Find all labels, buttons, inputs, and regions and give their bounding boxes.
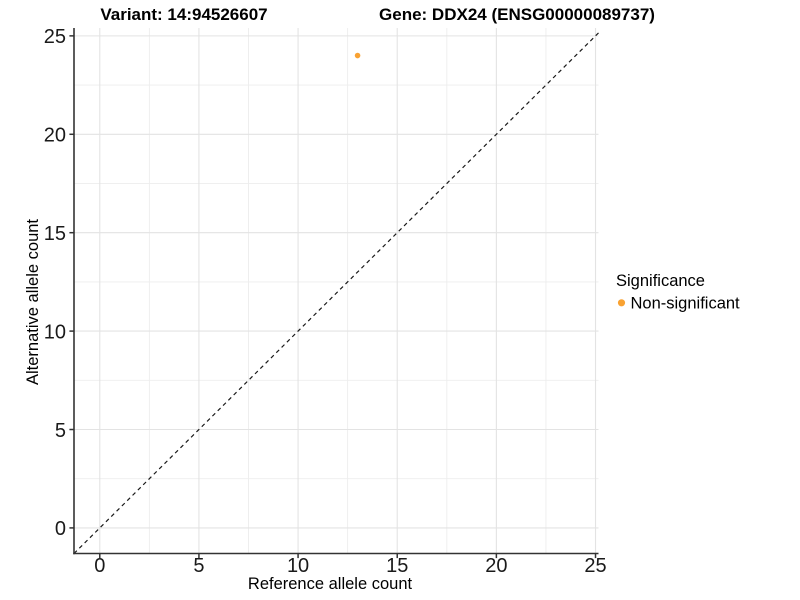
legend-key-dot <box>617 299 626 307</box>
y-axis-title: Alternative allele count <box>24 219 42 385</box>
svg-text:5: 5 <box>55 420 66 442</box>
svg-text:0: 0 <box>94 555 105 577</box>
svg-text:0: 0 <box>55 518 66 540</box>
axis-lines <box>73 28 599 555</box>
data-points <box>354 52 361 59</box>
x-axis-title: Reference allele count <box>248 575 413 593</box>
svg-text:20: 20 <box>485 555 507 577</box>
grid-minor-lines <box>74 28 599 554</box>
legend-item-label: Non-significant <box>631 295 741 313</box>
tick-marks <box>69 35 597 559</box>
tick-labels: 0 5 10 15 20 25 0 5 10 15 20 25 <box>44 26 607 577</box>
svg-text:15: 15 <box>44 223 66 245</box>
svg-text:25: 25 <box>584 555 606 577</box>
svg-text:15: 15 <box>386 555 408 577</box>
grid-major-lines <box>74 28 599 554</box>
svg-text:20: 20 <box>44 125 66 147</box>
svg-text:25: 25 <box>44 26 66 48</box>
svg-text:5: 5 <box>193 555 204 577</box>
legend-title: Significance <box>616 272 705 290</box>
svg-text:10: 10 <box>287 555 309 577</box>
variant-title: Variant: 14:94526607 <box>100 5 267 24</box>
identity-reference-line <box>73 32 599 554</box>
legend: Significance Non-significant <box>616 272 740 313</box>
svg-text:10: 10 <box>44 321 66 343</box>
gene-title: Gene: DDX24 (ENSG00000089737) <box>379 5 655 24</box>
